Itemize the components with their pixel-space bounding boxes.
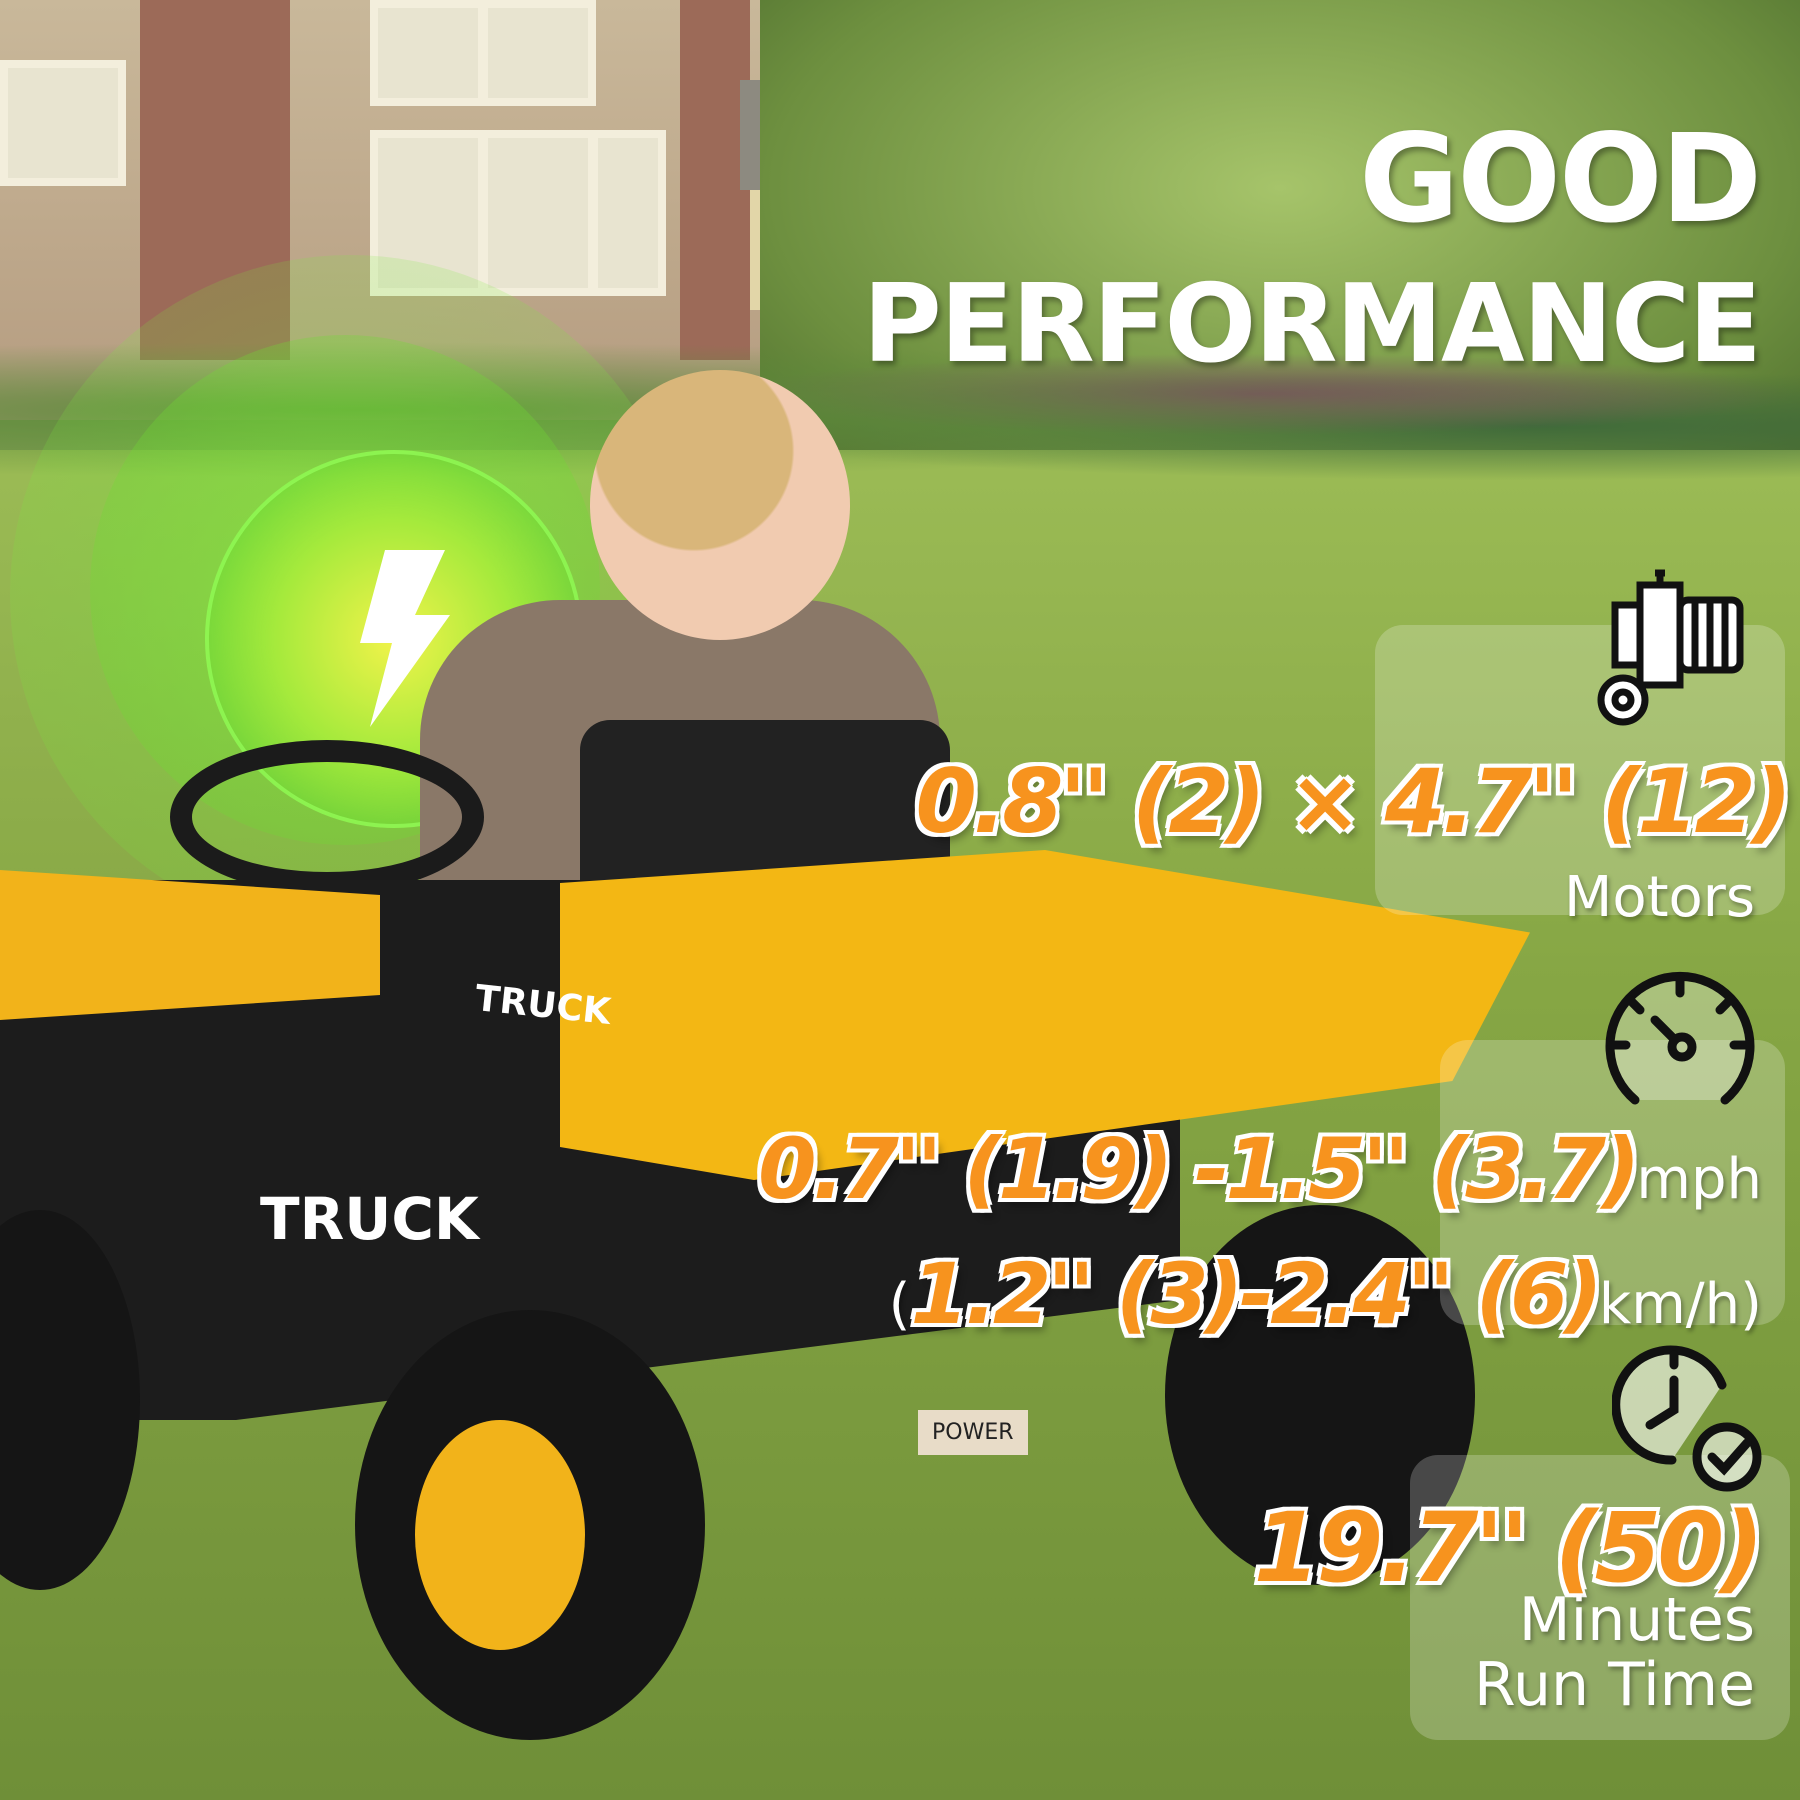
window: [0, 60, 126, 186]
steering-wheel: [170, 740, 484, 894]
child-head: [590, 370, 850, 640]
speed-mph: 0.7'' (1.9) -1.5'' (3.7)mph: [757, 1119, 1762, 1220]
motor-icon: [1597, 569, 1744, 726]
headline-line1: GOOD: [1359, 108, 1762, 250]
window: [370, 0, 486, 106]
speed-mph-unit: mph: [1636, 1147, 1762, 1212]
motors-label: Motors: [1564, 865, 1755, 930]
window: [480, 0, 596, 106]
runtime-panel: [1410, 1455, 1790, 1740]
lightning-bolt-icon: [360, 550, 450, 727]
front-wheel: [355, 1310, 705, 1740]
window: [480, 130, 596, 296]
speed-kmh-open-paren: (: [888, 1272, 911, 1337]
window: [590, 130, 666, 296]
brick-column: [140, 0, 290, 360]
power-button: POWER: [918, 1410, 1028, 1455]
brick-column: [680, 0, 750, 360]
speed-kmh-value: 1.2'' (3)-2.4'' (6): [909, 1244, 1604, 1345]
rear-wheel: [1165, 1205, 1475, 1585]
speedometer-icon: [1605, 971, 1755, 1105]
speed-kmh-unit: km/h): [1598, 1272, 1762, 1337]
speed-kmh: (1.2'' (3)-2.4'' (6)km/h): [888, 1244, 1762, 1345]
truck-hood: [0, 870, 380, 1020]
front-decal: TRUCK: [260, 1185, 479, 1253]
runtime-label-line2: Run Time: [1474, 1650, 1755, 1720]
runtime-label-line1: Minutes: [1518, 1585, 1755, 1655]
runtime-value: 19.7'' (50): [1252, 1491, 1765, 1606]
house: [0, 0, 760, 420]
motors-value: 0.8'' (2) × 4.7'' (12): [914, 749, 1793, 855]
speed-mph-value: 0.7'' (1.9) -1.5'' (3.7): [757, 1119, 1642, 1220]
headline-line2: PERFORMANCE: [862, 262, 1762, 387]
shrubs: [0, 330, 1800, 490]
clock-check-icon: [1612, 1345, 1762, 1492]
speed-panel: [1440, 1040, 1785, 1325]
